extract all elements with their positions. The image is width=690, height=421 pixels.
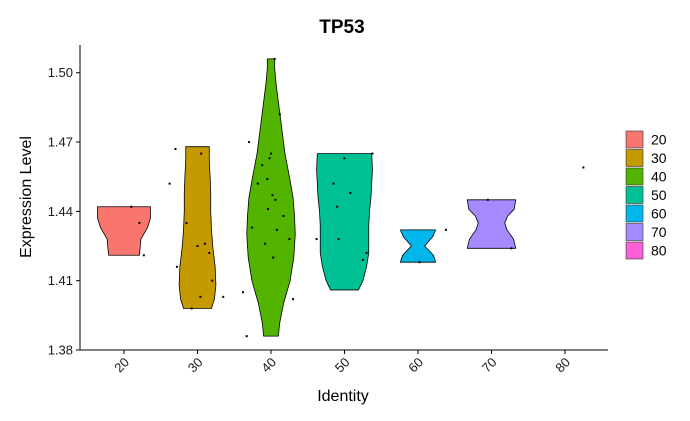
data-point — [292, 298, 295, 301]
data-points — [130, 57, 585, 338]
legend-swatch-40 — [625, 167, 644, 186]
data-point — [272, 256, 275, 259]
data-point — [288, 238, 291, 241]
y-tick-label: 1.50 — [48, 65, 73, 80]
x-tick-label: 70 — [479, 355, 500, 376]
data-point — [175, 265, 178, 268]
data-point — [264, 242, 267, 245]
data-point — [332, 182, 335, 185]
data-point — [418, 261, 421, 264]
data-point — [371, 152, 374, 155]
plot-area: 1.38 1.41 1.44 1.47 1.50 20 30 40 50 60 70 80 — [48, 45, 608, 375]
legend-swatch-60 — [625, 204, 644, 223]
y-tick-label: 1.41 — [48, 273, 73, 288]
data-point — [185, 221, 188, 224]
legend-label: 40 — [651, 169, 667, 185]
data-point — [222, 295, 225, 298]
x-tick-label: 60 — [405, 355, 426, 376]
data-point — [256, 182, 259, 185]
data-point — [271, 194, 274, 197]
violin-30 — [178, 146, 217, 309]
violins — [97, 58, 517, 337]
data-point — [315, 238, 318, 241]
data-point — [337, 238, 340, 241]
data-point — [174, 147, 177, 150]
data-point — [203, 242, 206, 245]
data-point — [211, 279, 214, 282]
violin-50 — [316, 153, 373, 291]
data-point — [282, 214, 285, 217]
y-axis-ticks: 1.38 1.41 1.44 1.47 1.50 — [48, 65, 80, 358]
x-tick-label: 30 — [185, 355, 206, 376]
data-point — [142, 254, 145, 257]
legend-label: 50 — [651, 187, 667, 203]
data-point — [349, 191, 352, 194]
legend-label: 80 — [651, 243, 667, 259]
x-axis-ticks: 20 30 40 50 60 70 80 — [111, 350, 573, 375]
data-point — [275, 228, 278, 231]
data-point — [270, 152, 272, 155]
data-point — [199, 295, 202, 298]
y-tick-label: 1.47 — [48, 135, 73, 150]
x-tick-label: 50 — [332, 355, 353, 376]
data-point — [168, 182, 171, 185]
data-point — [200, 152, 203, 155]
data-point — [266, 178, 269, 181]
y-tick-label: 1.44 — [48, 204, 73, 219]
data-point — [196, 245, 199, 248]
data-point — [190, 307, 193, 310]
legend-swatch-70 — [625, 223, 644, 241]
x-tick-label: 40 — [258, 355, 279, 376]
data-point — [278, 113, 281, 116]
data-point — [444, 228, 447, 231]
violin-20 — [97, 206, 151, 256]
data-point — [486, 198, 489, 201]
data-point — [268, 157, 271, 160]
data-point — [261, 164, 264, 167]
data-point — [361, 258, 364, 261]
legend: 20 30 40 50 60 70 80 — [625, 130, 667, 260]
data-point — [245, 335, 248, 338]
legend-label: 20 — [651, 132, 667, 148]
violin-40 — [246, 58, 296, 337]
x-tick-label: 80 — [552, 355, 573, 376]
violin-70 — [466, 199, 517, 249]
legend-label: 70 — [651, 224, 667, 240]
x-axis-title: Identity — [317, 388, 369, 405]
data-point — [582, 166, 585, 169]
data-point — [242, 291, 245, 294]
data-point — [138, 221, 141, 224]
legend-swatch-30 — [625, 149, 644, 167]
x-tick-label: 20 — [111, 355, 132, 376]
legend-label: 30 — [651, 150, 667, 166]
y-axis-title: Expression Level — [18, 136, 35, 258]
data-point — [208, 251, 211, 254]
data-point — [250, 226, 253, 229]
legend-swatch-20 — [625, 130, 644, 149]
y-tick-label: 1.38 — [48, 343, 73, 358]
legend-swatch-80 — [625, 241, 644, 260]
data-point — [510, 247, 513, 250]
legend-swatch-50 — [625, 186, 644, 204]
data-point — [247, 141, 250, 144]
violin-60 — [399, 229, 437, 263]
data-point — [274, 198, 277, 201]
data-point — [343, 157, 346, 160]
data-point — [273, 57, 276, 60]
legend-label: 60 — [651, 206, 667, 222]
data-point — [336, 205, 339, 208]
data-point — [365, 251, 368, 254]
data-point — [130, 205, 133, 208]
data-point — [267, 208, 270, 211]
chart-title: TP53 — [319, 17, 364, 38]
